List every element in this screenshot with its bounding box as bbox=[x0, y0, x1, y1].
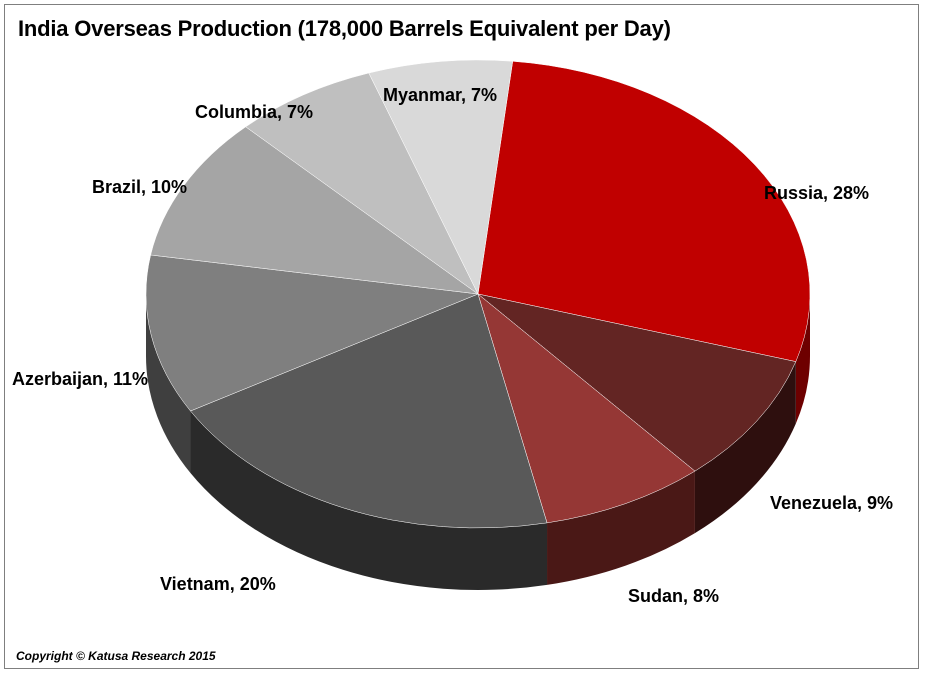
pie-side-vietnam bbox=[190, 411, 548, 590]
pie-label-sudan: Sudan, 8% bbox=[628, 586, 719, 606]
chart-title: India Overseas Production (178,000 Barre… bbox=[18, 16, 671, 41]
pie-label-myanmar: Myanmar, 7% bbox=[383, 85, 497, 105]
pie-slice-russia bbox=[477, 61, 811, 362]
pie-slice-columbia bbox=[245, 72, 479, 295]
pie-label-vietnam: Vietnam, 20% bbox=[160, 574, 276, 594]
pie-slice-vietnam bbox=[190, 293, 548, 529]
pie-label-azerbaijan: Azerbaijan, 11% bbox=[12, 369, 148, 389]
pie-slice-myanmar bbox=[368, 59, 513, 295]
pie-side-russia bbox=[795, 294, 811, 424]
pie-slice-azerbaijan bbox=[145, 254, 479, 412]
pie-slice-sudan bbox=[477, 293, 696, 524]
copyright-text: Copyright © Katusa Research 2015 bbox=[16, 649, 216, 663]
pie-side-venezuela bbox=[694, 361, 796, 534]
pie-label-russia: Russia, 28% bbox=[764, 183, 869, 203]
pie-slice-brazil bbox=[150, 126, 479, 295]
pie-side-azerbaijan bbox=[146, 294, 191, 473]
pie-label-brazil: Brazil, 10% bbox=[92, 177, 187, 197]
pie-label-venezuela: Venezuela, 9% bbox=[770, 493, 893, 513]
pie-side-sudan bbox=[547, 471, 695, 585]
pie-sides bbox=[146, 294, 811, 590]
pie-labels: Russia, 28% Venezuela, 9% Sudan, 8% Vietnam… bbox=[12, 85, 893, 606]
pie-label-columbia: Columbia, 7% bbox=[195, 102, 313, 122]
pie-slices bbox=[145, 59, 811, 529]
pie-slice-venezuela bbox=[477, 293, 797, 472]
